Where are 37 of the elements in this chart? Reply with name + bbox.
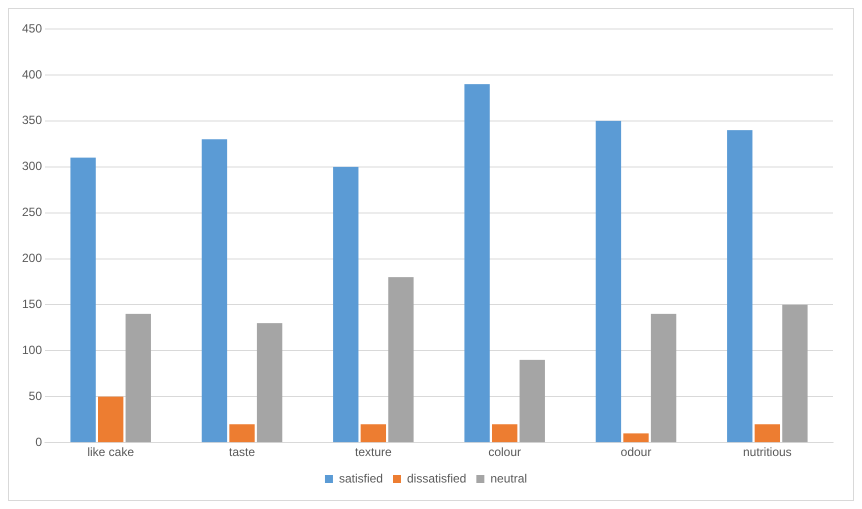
bar [202,139,228,442]
bar [754,424,780,442]
bar [70,158,96,442]
bar [360,424,386,442]
bar [388,277,414,442]
y-tick-label: 50 [28,388,42,403]
bar [650,314,676,442]
x-tick-label: taste [229,445,256,460]
x-tick-label: odour [620,445,652,460]
legend-label: satisfied [338,471,383,486]
y-tick-label: 200 [22,251,42,266]
y-tick-label: 250 [22,205,42,220]
y-tick-label: 350 [22,113,42,128]
bar [333,166,358,442]
bar [623,433,649,442]
bar [256,323,282,442]
bar [464,84,490,442]
bar [126,314,151,442]
y-tick-label: 450 [22,21,42,36]
x-tick-label: texture [355,445,392,460]
legend-label: neutral [490,471,528,486]
x-tick-label: like cake [87,445,134,460]
bar [596,120,622,442]
y-tick-label: 300 [22,159,42,174]
x-tick-label: nutritious [742,445,792,460]
y-tick-label: 150 [22,297,42,312]
bar [727,130,752,442]
y-tick-label: 0 [35,434,42,449]
bar [229,424,255,442]
bar [782,304,808,442]
bar [520,360,545,442]
y-tick-label: 100 [22,343,42,357]
x-tick-label: colour [488,445,522,460]
bar [492,424,518,442]
bar [98,396,124,442]
legend-label: dissatisfied [406,471,466,486]
y-tick-label: 400 [22,67,42,82]
